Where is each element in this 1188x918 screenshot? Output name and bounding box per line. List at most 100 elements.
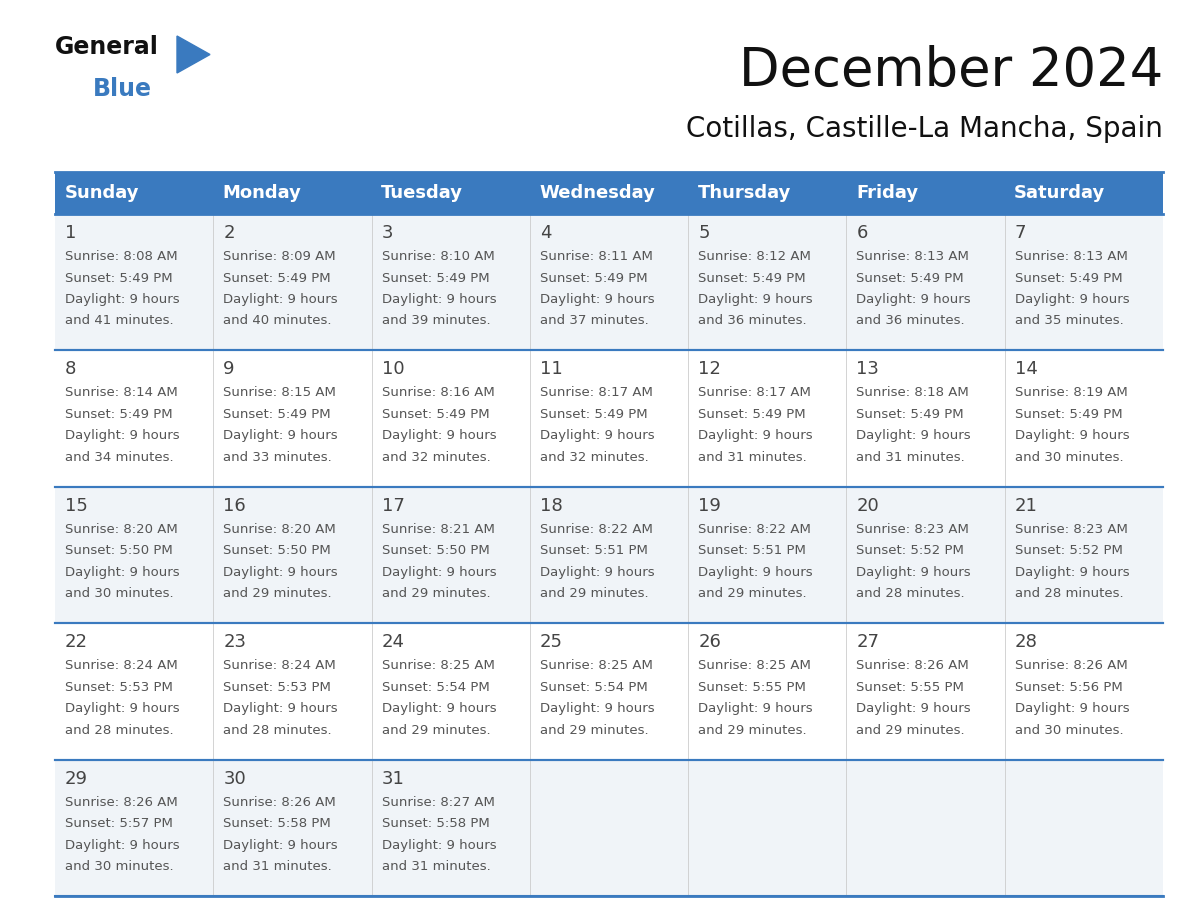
Text: Sunset: 5:53 PM: Sunset: 5:53 PM bbox=[65, 681, 173, 694]
Text: Cotillas, Castille-La Mancha, Spain: Cotillas, Castille-La Mancha, Spain bbox=[687, 115, 1163, 143]
Text: 21: 21 bbox=[1015, 497, 1037, 515]
Text: Sunset: 5:49 PM: Sunset: 5:49 PM bbox=[1015, 272, 1123, 285]
Text: 13: 13 bbox=[857, 361, 879, 378]
Text: Sunrise: 8:20 AM: Sunrise: 8:20 AM bbox=[223, 522, 336, 536]
Text: Sunrise: 8:23 AM: Sunrise: 8:23 AM bbox=[1015, 522, 1127, 536]
Text: Sunset: 5:49 PM: Sunset: 5:49 PM bbox=[1015, 408, 1123, 420]
Text: and 28 minutes.: and 28 minutes. bbox=[65, 723, 173, 737]
Text: Sunrise: 8:18 AM: Sunrise: 8:18 AM bbox=[857, 386, 969, 399]
Text: and 40 minutes.: and 40 minutes. bbox=[223, 315, 331, 328]
Text: Sunrise: 8:17 AM: Sunrise: 8:17 AM bbox=[699, 386, 811, 399]
Text: Daylight: 9 hours: Daylight: 9 hours bbox=[1015, 565, 1130, 579]
Text: and 28 minutes.: and 28 minutes. bbox=[223, 723, 331, 737]
Text: 18: 18 bbox=[539, 497, 563, 515]
Text: 29: 29 bbox=[65, 769, 88, 788]
Text: and 39 minutes.: and 39 minutes. bbox=[381, 315, 491, 328]
Text: 25: 25 bbox=[539, 633, 563, 651]
Text: 22: 22 bbox=[65, 633, 88, 651]
Bar bbox=[846, 172, 1005, 214]
Text: Sunset: 5:58 PM: Sunset: 5:58 PM bbox=[381, 817, 489, 830]
Text: 19: 19 bbox=[699, 497, 721, 515]
Text: and 28 minutes.: and 28 minutes. bbox=[857, 588, 965, 600]
Text: Sunrise: 8:21 AM: Sunrise: 8:21 AM bbox=[381, 522, 494, 536]
Text: Saturday: Saturday bbox=[1015, 184, 1106, 202]
Text: and 30 minutes.: and 30 minutes. bbox=[1015, 451, 1124, 464]
Text: 11: 11 bbox=[539, 361, 563, 378]
Text: Sunset: 5:50 PM: Sunset: 5:50 PM bbox=[381, 544, 489, 557]
Text: Sunset: 5:54 PM: Sunset: 5:54 PM bbox=[539, 681, 647, 694]
Text: Sunset: 5:55 PM: Sunset: 5:55 PM bbox=[699, 681, 805, 694]
Text: Daylight: 9 hours: Daylight: 9 hours bbox=[381, 839, 497, 852]
Text: Sunset: 5:49 PM: Sunset: 5:49 PM bbox=[381, 408, 489, 420]
Bar bbox=[55, 214, 1163, 351]
Text: Daylight: 9 hours: Daylight: 9 hours bbox=[857, 293, 971, 306]
Text: Sunrise: 8:13 AM: Sunrise: 8:13 AM bbox=[1015, 250, 1127, 263]
Text: December 2024: December 2024 bbox=[739, 45, 1163, 97]
Text: Sunset: 5:55 PM: Sunset: 5:55 PM bbox=[857, 681, 965, 694]
Text: and 31 minutes.: and 31 minutes. bbox=[857, 451, 965, 464]
Text: and 29 minutes.: and 29 minutes. bbox=[857, 723, 965, 737]
Text: and 31 minutes.: and 31 minutes. bbox=[223, 860, 331, 873]
Text: Daylight: 9 hours: Daylight: 9 hours bbox=[1015, 430, 1130, 442]
Text: Daylight: 9 hours: Daylight: 9 hours bbox=[65, 565, 179, 579]
Text: Daylight: 9 hours: Daylight: 9 hours bbox=[1015, 702, 1130, 715]
Text: Sunset: 5:49 PM: Sunset: 5:49 PM bbox=[65, 408, 172, 420]
Text: and 36 minutes.: and 36 minutes. bbox=[857, 315, 965, 328]
Text: Sunset: 5:51 PM: Sunset: 5:51 PM bbox=[699, 544, 805, 557]
Text: Sunset: 5:50 PM: Sunset: 5:50 PM bbox=[223, 544, 331, 557]
Text: Sunrise: 8:25 AM: Sunrise: 8:25 AM bbox=[699, 659, 811, 672]
Text: Sunset: 5:49 PM: Sunset: 5:49 PM bbox=[539, 408, 647, 420]
Text: Sunrise: 8:12 AM: Sunrise: 8:12 AM bbox=[699, 250, 811, 263]
Text: and 31 minutes.: and 31 minutes. bbox=[699, 451, 807, 464]
Text: Sunrise: 8:26 AM: Sunrise: 8:26 AM bbox=[65, 796, 178, 809]
Text: 15: 15 bbox=[65, 497, 88, 515]
Text: Sunset: 5:49 PM: Sunset: 5:49 PM bbox=[699, 272, 805, 285]
Text: Sunrise: 8:08 AM: Sunrise: 8:08 AM bbox=[65, 250, 178, 263]
Text: Daylight: 9 hours: Daylight: 9 hours bbox=[223, 839, 337, 852]
Text: Daylight: 9 hours: Daylight: 9 hours bbox=[65, 430, 179, 442]
Text: Friday: Friday bbox=[855, 184, 918, 202]
Text: 28: 28 bbox=[1015, 633, 1037, 651]
Text: 27: 27 bbox=[857, 633, 879, 651]
Text: and 30 minutes.: and 30 minutes. bbox=[65, 588, 173, 600]
Text: and 34 minutes.: and 34 minutes. bbox=[65, 451, 173, 464]
Bar bbox=[530, 172, 688, 214]
Text: Sunrise: 8:22 AM: Sunrise: 8:22 AM bbox=[539, 522, 652, 536]
Text: and 35 minutes.: and 35 minutes. bbox=[1015, 315, 1124, 328]
Text: and 30 minutes.: and 30 minutes. bbox=[1015, 723, 1124, 737]
Polygon shape bbox=[177, 36, 210, 73]
Text: Daylight: 9 hours: Daylight: 9 hours bbox=[65, 839, 179, 852]
Bar bbox=[55, 759, 1163, 896]
Text: Sunset: 5:49 PM: Sunset: 5:49 PM bbox=[381, 272, 489, 285]
Bar bbox=[55, 623, 1163, 759]
Text: Sunrise: 8:20 AM: Sunrise: 8:20 AM bbox=[65, 522, 178, 536]
Text: 24: 24 bbox=[381, 633, 405, 651]
Text: Daylight: 9 hours: Daylight: 9 hours bbox=[65, 702, 179, 715]
Text: and 28 minutes.: and 28 minutes. bbox=[1015, 588, 1124, 600]
Text: Daylight: 9 hours: Daylight: 9 hours bbox=[1015, 293, 1130, 306]
Text: Daylight: 9 hours: Daylight: 9 hours bbox=[699, 565, 813, 579]
Text: Sunrise: 8:25 AM: Sunrise: 8:25 AM bbox=[381, 659, 494, 672]
Text: 20: 20 bbox=[857, 497, 879, 515]
Text: 16: 16 bbox=[223, 497, 246, 515]
Text: Daylight: 9 hours: Daylight: 9 hours bbox=[223, 430, 337, 442]
Text: Sunrise: 8:24 AM: Sunrise: 8:24 AM bbox=[65, 659, 178, 672]
Text: and 36 minutes.: and 36 minutes. bbox=[699, 315, 807, 328]
Text: Sunset: 5:49 PM: Sunset: 5:49 PM bbox=[857, 408, 963, 420]
Text: 26: 26 bbox=[699, 633, 721, 651]
Text: Sunset: 5:52 PM: Sunset: 5:52 PM bbox=[1015, 544, 1123, 557]
Text: Daylight: 9 hours: Daylight: 9 hours bbox=[857, 430, 971, 442]
Bar bbox=[1005, 172, 1163, 214]
Text: 17: 17 bbox=[381, 497, 404, 515]
Text: Thursday: Thursday bbox=[697, 184, 791, 202]
Text: and 29 minutes.: and 29 minutes. bbox=[539, 723, 649, 737]
Text: and 29 minutes.: and 29 minutes. bbox=[539, 588, 649, 600]
Text: Sunrise: 8:19 AM: Sunrise: 8:19 AM bbox=[1015, 386, 1127, 399]
Text: and 31 minutes.: and 31 minutes. bbox=[381, 860, 491, 873]
Text: Sunset: 5:52 PM: Sunset: 5:52 PM bbox=[857, 544, 965, 557]
Text: Sunrise: 8:13 AM: Sunrise: 8:13 AM bbox=[857, 250, 969, 263]
Text: and 32 minutes.: and 32 minutes. bbox=[381, 451, 491, 464]
Text: Daylight: 9 hours: Daylight: 9 hours bbox=[223, 565, 337, 579]
Text: Daylight: 9 hours: Daylight: 9 hours bbox=[699, 430, 813, 442]
Text: and 37 minutes.: and 37 minutes. bbox=[539, 315, 649, 328]
